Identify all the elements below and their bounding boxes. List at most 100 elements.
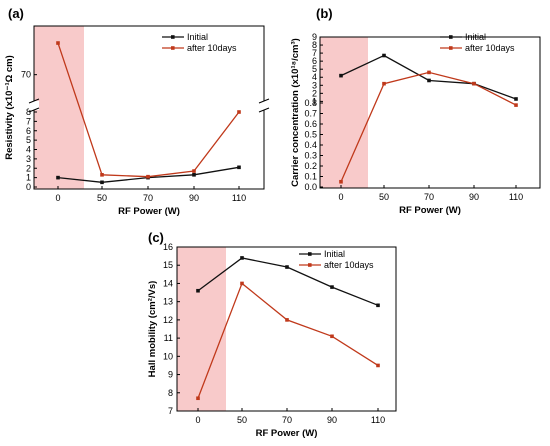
y-tick-label: 16 bbox=[163, 242, 173, 252]
y-tick-label: 0.8 bbox=[304, 98, 317, 108]
y-tick-label: 3 bbox=[312, 80, 317, 90]
axis-break-mark bbox=[28, 98, 40, 104]
legend-swatch-marker bbox=[449, 46, 453, 50]
axis-break-mark bbox=[258, 98, 270, 104]
legend-label: Initial bbox=[465, 32, 486, 42]
chart-panel-b: (b) 0 50 70 90 110 RF Power (W) 0.00.10.20.30.4… bbox=[290, 6, 541, 216]
data-point bbox=[192, 173, 196, 177]
x-tick-label: 0 bbox=[338, 192, 343, 202]
y-tick-label: 2 bbox=[26, 163, 31, 173]
legend-swatch-marker bbox=[449, 35, 453, 39]
x-tick-label: 90 bbox=[327, 415, 337, 425]
data-point bbox=[196, 288, 200, 293]
x-tick-label: 110 bbox=[371, 415, 385, 425]
data-point bbox=[56, 41, 60, 45]
y-axis-title: Carrier concentration (x10¹⁸/cm³) bbox=[290, 38, 301, 187]
data-point bbox=[100, 173, 104, 177]
series-line bbox=[57, 42, 240, 178]
data-point bbox=[100, 180, 104, 185]
data-point bbox=[237, 165, 241, 170]
y-tick-label: 13 bbox=[163, 297, 173, 307]
x-axis-title: RF Power (W) bbox=[399, 205, 461, 216]
y-tick-label: 9 bbox=[168, 370, 173, 380]
x-tick-label: 70 bbox=[424, 192, 434, 202]
y-tick-label: 6 bbox=[26, 126, 31, 136]
x-axis-title: RF Power (W) bbox=[256, 428, 318, 439]
y-tick-label: 7 bbox=[26, 116, 31, 126]
shaded-region bbox=[177, 247, 226, 411]
y-tick-label: 7 bbox=[312, 48, 317, 58]
data-point bbox=[427, 70, 431, 75]
data-point bbox=[382, 53, 386, 58]
legend-swatch-marker bbox=[171, 35, 175, 39]
y-tick-label: 9 bbox=[312, 32, 317, 42]
y-tick-label: 0.2 bbox=[304, 161, 317, 171]
panel-label: (c) bbox=[148, 230, 164, 245]
legend-swatch-marker bbox=[308, 263, 312, 267]
x-tick-label: 70 bbox=[143, 193, 153, 203]
x-tick-label: 50 bbox=[379, 192, 389, 202]
data-point bbox=[240, 256, 244, 260]
data-point bbox=[339, 179, 343, 184]
x-tick-label: 110 bbox=[509, 192, 523, 202]
y-tick-label: 0 bbox=[26, 182, 31, 192]
x-tick-label: 50 bbox=[97, 193, 107, 203]
y-axis-title: Hall mobility (cm²/Vs) bbox=[147, 281, 158, 378]
y-tick-label: 0.0 bbox=[304, 182, 317, 192]
legend-label: after 10days bbox=[187, 43, 237, 53]
y-tick-label: 4 bbox=[26, 145, 31, 155]
y-tick-label: 7 bbox=[168, 406, 173, 416]
axis-break-gap bbox=[259, 101, 269, 110]
legend-label: Initial bbox=[187, 32, 208, 42]
x-tick-label: 90 bbox=[469, 192, 479, 202]
x-axis-title: RF Power (W) bbox=[118, 206, 180, 217]
y-tick-label: 14 bbox=[163, 278, 173, 288]
y-tick-label: 8 bbox=[312, 40, 317, 50]
data-point bbox=[192, 169, 196, 173]
y-tick-label: 0.5 bbox=[304, 130, 317, 140]
data-point bbox=[330, 334, 334, 339]
y-tick-label: 0.1 bbox=[304, 172, 317, 182]
shaded-region bbox=[34, 26, 84, 189]
y-tick-label: 0.4 bbox=[304, 140, 317, 150]
y-tick-label: 1 bbox=[312, 96, 317, 106]
legend-swatch-marker bbox=[308, 252, 312, 256]
y-tick-label: 0.3 bbox=[304, 151, 317, 161]
legend-label: after 10days bbox=[465, 43, 515, 53]
data-point bbox=[339, 73, 343, 78]
data-point bbox=[285, 318, 289, 322]
data-point bbox=[382, 81, 386, 86]
y-axis-title: Resistivity (x10⁻¹Ω cm) bbox=[4, 55, 15, 160]
series-line bbox=[57, 166, 240, 183]
x-tick-label: 70 bbox=[282, 415, 292, 425]
data-point bbox=[376, 363, 380, 368]
legend-label: after 10days bbox=[324, 260, 374, 270]
y-tick-label: 6 bbox=[312, 56, 317, 66]
x-tick-label: 0 bbox=[55, 193, 60, 203]
legend-label: Initial bbox=[324, 249, 345, 259]
y-tick-label: 8 bbox=[26, 107, 31, 117]
data-point bbox=[196, 396, 200, 401]
data-point bbox=[330, 285, 334, 289]
data-point bbox=[285, 265, 289, 269]
plot-frame bbox=[319, 36, 541, 189]
data-point bbox=[56, 175, 60, 180]
x-tick-label: 90 bbox=[189, 193, 199, 203]
data-point bbox=[514, 97, 518, 101]
x-tick-label: 0 bbox=[195, 415, 200, 425]
data-point bbox=[237, 110, 241, 114]
y-tick-label: 2 bbox=[312, 88, 317, 98]
axis-break-gap bbox=[29, 101, 39, 110]
x-tick-label: 110 bbox=[232, 193, 246, 203]
y-tick-label: 10 bbox=[163, 351, 173, 361]
chart-panel-c: (c) 0 50 70 90 110 RF Power (W) 7 8 9 10 11 12 13 14 15… bbox=[147, 230, 397, 439]
y-tick-label: 8 bbox=[168, 388, 173, 398]
axis-break-mark bbox=[28, 107, 40, 113]
x-tick-label: 50 bbox=[237, 415, 247, 425]
y-tick-label: 5 bbox=[26, 135, 31, 145]
y-tick-label: 1 bbox=[26, 173, 31, 183]
